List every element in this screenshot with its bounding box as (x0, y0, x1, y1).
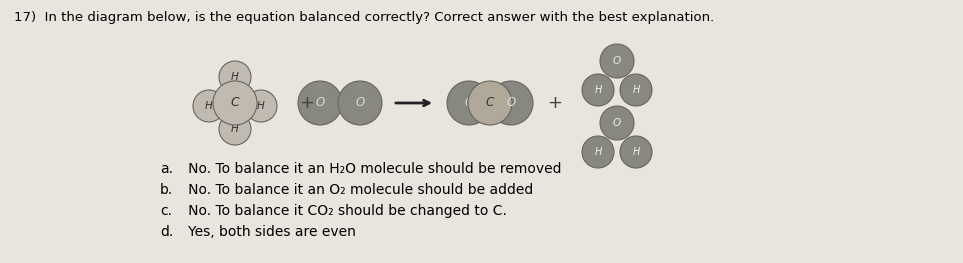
Circle shape (447, 81, 491, 125)
Circle shape (468, 81, 512, 125)
Text: H: H (205, 101, 213, 111)
Text: O: O (355, 97, 365, 109)
Text: H: H (231, 72, 239, 82)
Text: H: H (633, 147, 639, 157)
Text: O: O (315, 97, 325, 109)
Circle shape (582, 136, 614, 168)
Text: H: H (594, 85, 602, 95)
Text: O: O (464, 97, 474, 109)
Circle shape (213, 81, 257, 125)
Text: +: + (299, 94, 315, 112)
Circle shape (489, 81, 533, 125)
Circle shape (582, 74, 614, 106)
Text: a.: a. (160, 162, 173, 176)
Text: No. To balance it an H₂O molecule should be removed: No. To balance it an H₂O molecule should… (175, 162, 561, 176)
Text: c.: c. (160, 204, 172, 218)
Text: O: O (612, 118, 621, 128)
Circle shape (600, 106, 634, 140)
Text: O: O (612, 56, 621, 66)
Text: b.: b. (160, 183, 173, 197)
Circle shape (620, 136, 652, 168)
Text: C: C (486, 97, 494, 109)
Circle shape (600, 44, 634, 78)
Circle shape (219, 113, 251, 145)
Circle shape (219, 61, 251, 93)
Text: No. To balance it CO₂ should be changed to C.: No. To balance it CO₂ should be changed … (175, 204, 507, 218)
Text: d.: d. (160, 225, 173, 239)
Text: O: O (507, 97, 515, 109)
Text: 17)  In the diagram below, is the equation balanced correctly? Correct answer wi: 17) In the diagram below, is the equatio… (14, 11, 715, 24)
Circle shape (193, 90, 225, 122)
Text: H: H (231, 124, 239, 134)
Text: H: H (633, 85, 639, 95)
Circle shape (298, 81, 342, 125)
Circle shape (620, 74, 652, 106)
Text: C: C (230, 97, 240, 109)
Circle shape (338, 81, 382, 125)
Text: H: H (257, 101, 265, 111)
Circle shape (245, 90, 277, 122)
Text: No. To balance it an O₂ molecule should be added: No. To balance it an O₂ molecule should … (175, 183, 534, 197)
Text: +: + (548, 94, 562, 112)
Text: H: H (594, 147, 602, 157)
Text: Yes, both sides are even: Yes, both sides are even (175, 225, 356, 239)
